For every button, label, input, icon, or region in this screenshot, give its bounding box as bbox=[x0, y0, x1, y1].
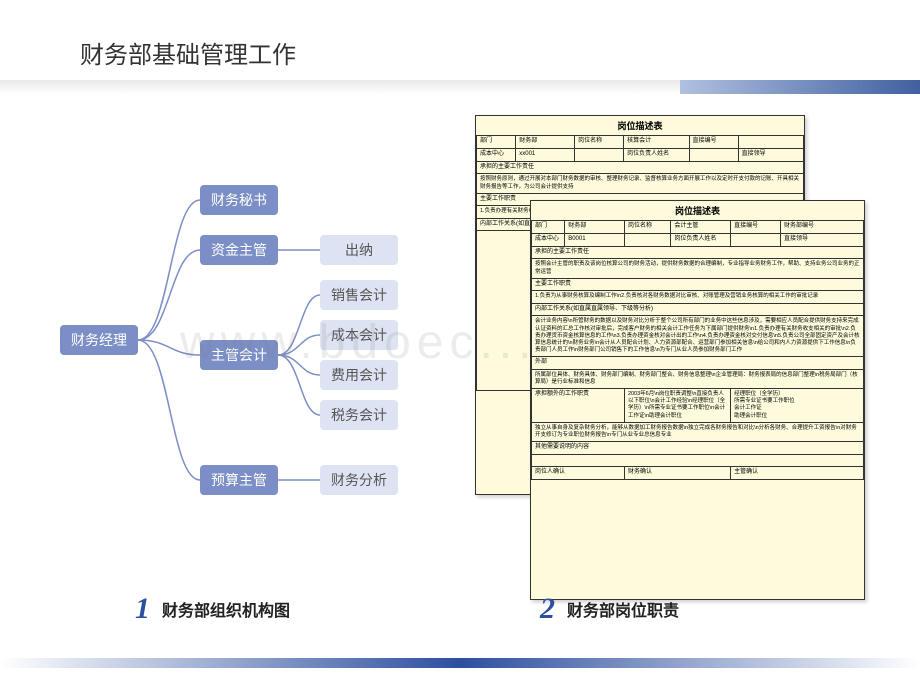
node-root: 财务经理 bbox=[60, 325, 138, 355]
footer-num-1: 1 bbox=[135, 592, 150, 626]
footer-label-2: 2 财务部岗位职责 bbox=[540, 592, 679, 626]
title-accent bbox=[680, 80, 920, 94]
node-l3-expense: 费用会计 bbox=[320, 360, 398, 390]
documents-area: 岗位描述表 部门 财务部 岗位名称 核算会计 直接编号 成本中心 xx001 岗… bbox=[475, 115, 875, 535]
node-l3-tax: 税务会计 bbox=[320, 400, 398, 430]
node-l3-analysis: 财务分析 bbox=[320, 465, 398, 495]
node-l2-0: 财务秘书 bbox=[200, 185, 278, 215]
node-l3-cashier: 出纳 bbox=[320, 235, 398, 265]
doc-front: 岗位描述表 部门 财务部 岗位名称 会计主管 直接编号 财务部编号 成本中心 B… bbox=[530, 200, 865, 600]
doc-front-title: 岗位描述表 bbox=[531, 201, 864, 220]
page-title: 财务部基础管理工作 bbox=[80, 35, 296, 70]
node-l3-sales: 销售会计 bbox=[320, 280, 398, 310]
footer-text-2: 财务部岗位职责 bbox=[567, 597, 679, 621]
doc-back-title: 岗位描述表 bbox=[476, 116, 804, 135]
node-l2-3: 预算主管 bbox=[200, 465, 278, 495]
doc-front-table: 部门 财务部 岗位名称 会计主管 直接编号 财务部编号 成本中心 B0001 岗… bbox=[531, 220, 864, 480]
node-l2-2: 主管会计 bbox=[200, 340, 278, 370]
node-l2-1: 资金主管 bbox=[200, 235, 278, 265]
footer-text-1: 财务部组织机构图 bbox=[162, 597, 290, 621]
org-chart: 财务经理 财务秘书 资金主管 主管会计 预算主管 出纳 销售会计 成本会计 费用… bbox=[60, 180, 460, 520]
node-l3-cost: 成本会计 bbox=[320, 320, 398, 350]
footer-label-1: 1 财务部组织机构图 bbox=[135, 592, 290, 626]
footer-bar bbox=[0, 658, 920, 668]
footer-num-2: 2 bbox=[540, 592, 555, 626]
